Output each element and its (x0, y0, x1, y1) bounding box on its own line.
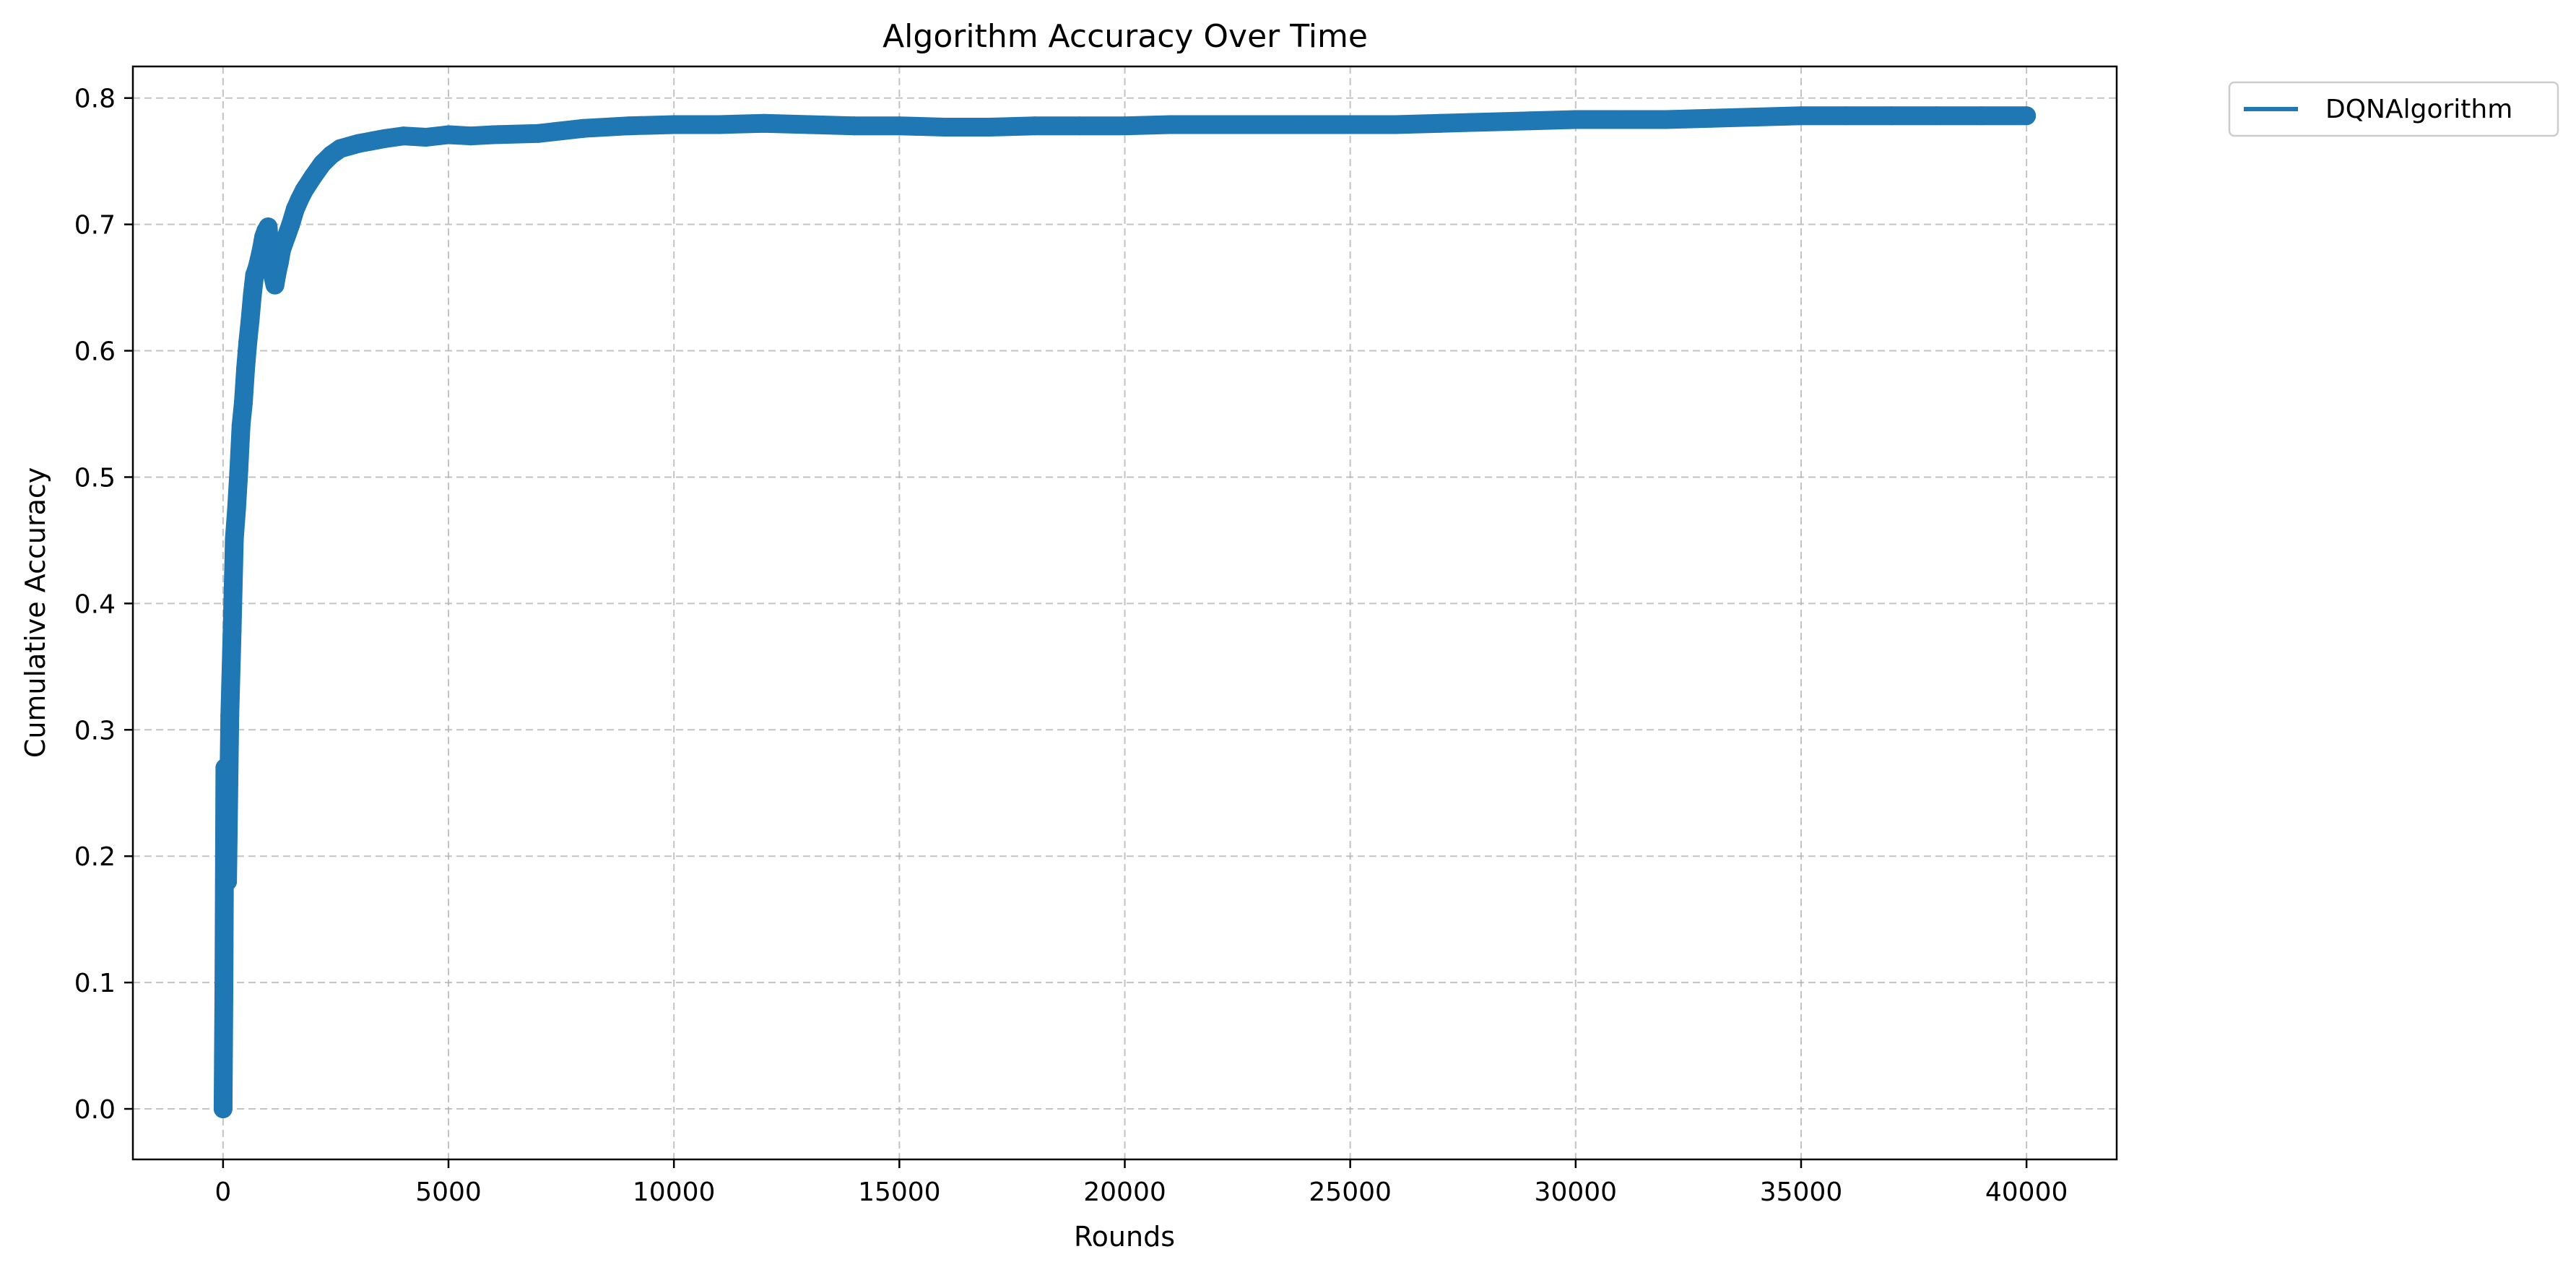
data-point (1746, 108, 1766, 126)
x-tick-label: 10000 (633, 1177, 716, 1207)
x-tick-label: 30000 (1535, 1177, 1618, 1207)
data-point (890, 116, 909, 136)
data-point (1205, 115, 1225, 134)
data-point (664, 115, 684, 134)
data-point (1160, 115, 1179, 134)
data-point (214, 975, 234, 995)
data-point (1521, 111, 1540, 131)
y-tick-label: 0.2 (74, 842, 116, 872)
data-point (213, 1099, 233, 1118)
data-point (295, 181, 314, 200)
x-tick-label: 0 (214, 1177, 231, 1207)
legend: DQNAlgorithm (2228, 81, 2559, 137)
data-point (1836, 106, 1856, 126)
x-tick-label: 15000 (858, 1177, 941, 1207)
data-point (229, 461, 248, 480)
x-tick-label: 25000 (1309, 1177, 1392, 1207)
y-tick-label: 0.5 (74, 463, 116, 493)
data-point (281, 215, 300, 234)
data-point (240, 311, 260, 330)
data-point (619, 116, 638, 136)
x-tick-label: 40000 (1985, 1177, 2068, 1207)
data-point (243, 285, 262, 305)
x-tick-label: 35000 (1760, 1177, 1843, 1207)
data-point (529, 124, 548, 143)
data-point (980, 118, 999, 137)
data-point (1566, 110, 1585, 129)
data-point (1656, 110, 1675, 129)
y-tick-label: 0.3 (74, 716, 116, 745)
data-point (376, 129, 395, 148)
data-point (227, 499, 246, 519)
data-point (461, 126, 481, 146)
data-point (1927, 106, 1946, 126)
data-point (755, 113, 773, 133)
y-axis-title: Cumulative Accuracy (19, 467, 51, 758)
data-point (2017, 106, 2037, 126)
data-point (1972, 106, 1991, 126)
series-layer (213, 106, 2037, 1118)
y-tick-label: 0.7 (74, 211, 116, 241)
data-point (844, 116, 864, 136)
data-point (218, 872, 238, 891)
y-tick-label: 0.0 (74, 1095, 116, 1125)
data-point (1611, 110, 1631, 129)
x-axis: 0 5000 10000 15000 20000 25000 30000 35000 40000 (214, 1159, 2068, 1207)
x-tick-label: 5000 (415, 1177, 482, 1207)
data-point (259, 217, 278, 237)
data-point (484, 125, 503, 144)
y-axis: 0.0 0.1 0.2 0.3 0.4 0.5 0.6 0.7 0.8 (74, 85, 133, 1125)
legend-label: DQNAlgorithm (2325, 95, 2512, 124)
data-point (1296, 115, 1315, 134)
data-point (1386, 115, 1405, 134)
x-axis-title: Rounds (1074, 1221, 1175, 1253)
data-point (238, 332, 258, 352)
data-point (1070, 116, 1090, 136)
y-tick-label: 0.8 (74, 85, 116, 114)
data-point (217, 808, 236, 828)
data-point (709, 115, 729, 134)
data-point (574, 118, 594, 138)
data-point (236, 359, 256, 378)
data-point (1340, 115, 1360, 134)
data-point (234, 393, 253, 412)
data-point (1701, 108, 1721, 128)
data-point (439, 125, 458, 144)
data-point (1115, 116, 1135, 136)
y-tick-label: 0.4 (74, 589, 116, 619)
data-point (799, 115, 819, 134)
data-point (222, 621, 242, 641)
grid (133, 66, 2117, 1159)
chart-title: Algorithm Accuracy Over Time (882, 18, 1368, 55)
data-point (1431, 113, 1450, 133)
legend-frame (2228, 81, 2559, 137)
data-point (1250, 115, 1270, 134)
data-point (1881, 106, 1901, 126)
data-point (220, 706, 240, 726)
x-tick-label: 20000 (1083, 1177, 1166, 1207)
data-point (1476, 113, 1495, 131)
y-tick-label: 0.6 (74, 337, 116, 367)
data-point (1025, 116, 1044, 136)
data-point (215, 758, 235, 777)
data-point (1792, 106, 1810, 126)
data-point (394, 126, 413, 146)
data-point (416, 128, 435, 147)
data-point (934, 118, 954, 137)
y-tick-label: 0.1 (74, 969, 116, 998)
data-point (231, 415, 251, 435)
data-point (225, 530, 244, 549)
